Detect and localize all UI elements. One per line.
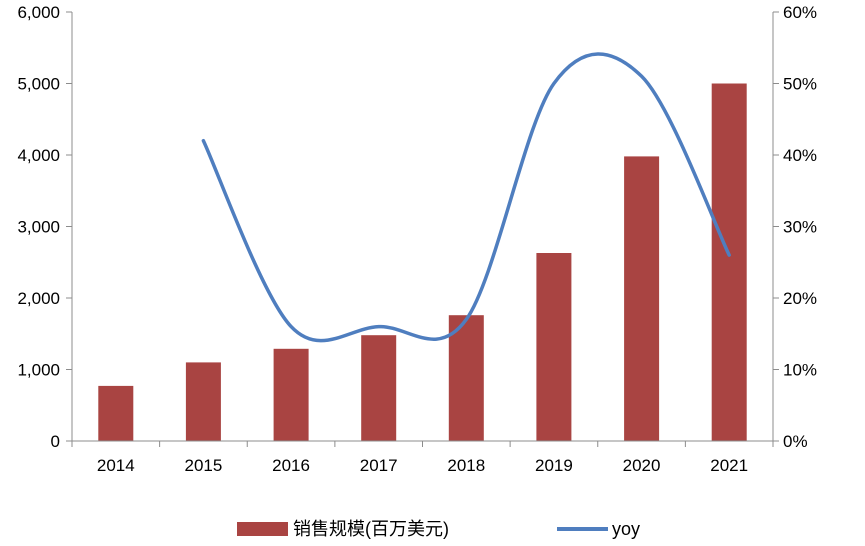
right-tick-label: 0% [783,432,808,451]
legend: 销售规模(百万美元) yoy [237,519,640,539]
bar-2015 [185,362,221,441]
bar-2017 [361,335,397,441]
left-tick-label: 1,000 [17,361,60,380]
x-tick-label: 2017 [360,456,398,475]
right-tick-label: 60% [783,3,817,22]
left-tick-label: 6,000 [17,3,60,22]
x-tick-label: 2020 [623,456,661,475]
left-tick-label: 3,000 [17,218,60,237]
x-tick-label: 2021 [710,456,748,475]
left-tick-label: 5,000 [17,75,60,94]
left-tick-label: 2,000 [17,289,60,308]
legend-line-label: yoy [612,519,640,539]
left-axis: 0 1,000 2,000 3,000 4,000 5,000 6,000 [17,3,73,451]
right-tick-label: 20% [783,289,817,308]
bar-series [98,83,747,441]
bar-2019 [536,253,572,441]
legend-bar-swatch [237,522,288,536]
x-tick-label: 2014 [97,456,135,475]
left-tick-label: 4,000 [17,146,60,165]
x-tick-label: 2015 [185,456,223,475]
yoy-line [201,52,731,343]
right-axis: 0% 10% 20% 30% 40% 50% 60% [772,3,817,451]
x-axis: 2014 2015 2016 2017 2018 2019 2020 2021 [71,440,774,475]
x-tick-label: 2019 [535,456,573,475]
x-tick-label: 2016 [272,456,310,475]
right-tick-label: 30% [783,218,817,237]
right-tick-label: 50% [783,75,817,94]
right-tick-label: 40% [783,146,817,165]
bar-2016 [273,348,309,441]
right-tick-label: 10% [783,361,817,380]
legend-bar-label: 销售规模(百万美元) [293,519,449,539]
x-tick-label: 2018 [447,456,485,475]
bar-2021 [711,83,747,441]
bar-2014 [98,385,134,441]
bar-2018 [448,315,484,441]
bar-2020 [624,156,660,441]
left-tick-label: 0 [51,432,60,451]
